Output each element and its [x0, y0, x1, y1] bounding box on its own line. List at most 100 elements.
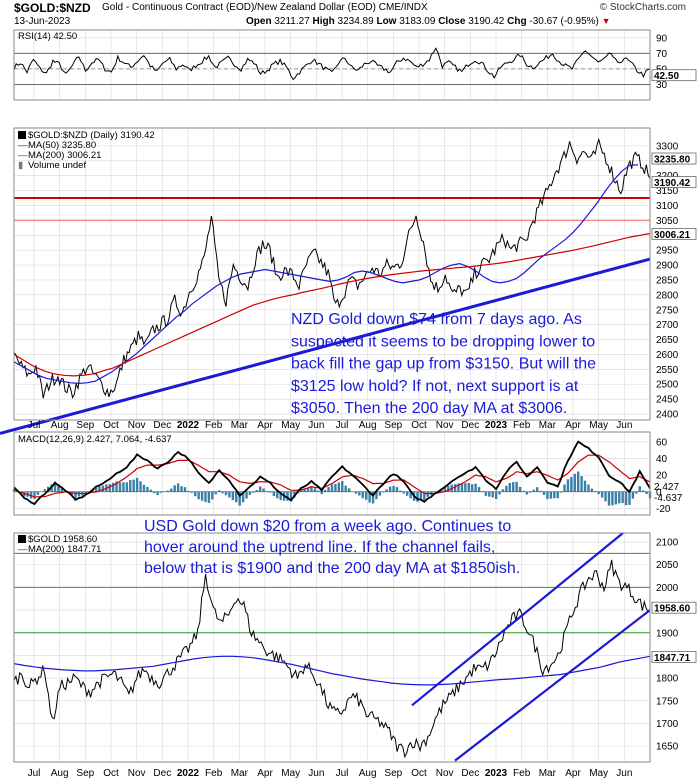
- usd_gold-y-tick-label: 2000: [656, 583, 679, 594]
- x-axis-label: Aug: [51, 768, 69, 779]
- x-axis-label: Jul: [28, 420, 41, 431]
- x-axis-label: May: [589, 768, 608, 779]
- x-axis-label: Sep: [384, 420, 402, 431]
- open-value: 3211.27: [274, 16, 310, 27]
- x-axis-label: Feb: [205, 420, 223, 431]
- x-axis-label: Aug: [359, 768, 377, 779]
- x-axis-label: Feb: [513, 420, 531, 431]
- nzd_gold-y-tick-label: 2550: [656, 365, 679, 376]
- nzd-close-last-value: 3190.42: [654, 178, 691, 189]
- chart-date: 13-Jun-2023: [14, 16, 71, 27]
- ohlc-summary: Open 3211.27 High 3234.89 Low 3183.09 Cl…: [246, 16, 611, 27]
- x-axis-label: Jul: [336, 420, 349, 431]
- usd-ma200-legend-swatch: —: [18, 544, 28, 555]
- macd-legend: MACD(12,26,9) 2.427, 7.064, -4.637: [18, 434, 172, 445]
- x-axis-label: Sep: [384, 768, 402, 779]
- usd-annotation-line: hover around the uptrend line. If the ch…: [144, 539, 495, 556]
- x-axis-label: 2022: [177, 768, 200, 779]
- price-legend-swatch: [18, 131, 26, 139]
- rsi-last-value-box: [651, 69, 697, 82]
- usd_gold-panel-frame: [13, 532, 651, 763]
- x-axis-label: Mar: [539, 420, 557, 431]
- usd-ma200-last-value-box: [651, 651, 697, 663]
- nzd_gold-y-tick-label: 3300: [656, 141, 679, 152]
- macd-y-tick-label: 40: [656, 454, 668, 465]
- volume-legend-icon: ▮: [18, 160, 23, 171]
- x-axis-label: Jun: [616, 768, 632, 779]
- chart-header: $GOLD:$NZD Gold - Continuous Contract (E…: [0, 0, 700, 32]
- x-axis-label: 2023: [485, 768, 508, 779]
- x-axis-label: Oct: [411, 420, 427, 431]
- macd-y-tick-label: 0: [656, 487, 662, 498]
- macd-panel-frame: [13, 431, 651, 516]
- nzd_gold-y-tick-label: 2400: [656, 410, 679, 421]
- x-axis-label: Oct: [103, 768, 119, 779]
- x-axis-label: Jun: [308, 420, 324, 431]
- x-axis-label: Nov: [436, 768, 454, 779]
- x-axis-label: Apr: [257, 768, 273, 779]
- x-axis-label: Jul: [28, 768, 41, 779]
- brand-link[interactable]: © StockCharts.com: [599, 2, 686, 13]
- x-axis-label: Apr: [257, 420, 273, 431]
- usd_gold-y-tick-label: 2100: [656, 538, 679, 549]
- nzd_gold-y-tick-label: 2750: [656, 305, 679, 316]
- usd-ma200-line: [13, 655, 651, 686]
- x-axis-label: Oct: [411, 768, 427, 779]
- nzd-annotation-line: NZD Gold down $74 from 7 days ago. As: [291, 311, 582, 328]
- volume-legend: Volume undef: [28, 160, 86, 171]
- x-axis-label: Apr: [565, 768, 581, 779]
- nzd_gold-y-tick-label: 2900: [656, 261, 679, 272]
- rsi-legend: RSI(14) 42.50: [18, 31, 77, 42]
- x-axis-label: 2023: [485, 420, 508, 431]
- macd-line: [13, 440, 651, 506]
- x-axis-label: Jun: [616, 420, 632, 431]
- rsi-line: [13, 47, 651, 81]
- usd-legend-swatch: [18, 535, 26, 543]
- macd-hist-last-value: -4.637: [654, 493, 683, 504]
- usd-close-last-value-box: [651, 601, 697, 614]
- instrument-name: Gold - Continuous Contract (EOD)/New Zea…: [102, 2, 428, 13]
- macd-y-tick-label: 60: [656, 437, 668, 448]
- nzd_gold-y-tick-label: 2500: [656, 380, 679, 391]
- usd-ma200-last-value: 1847.71: [654, 653, 691, 664]
- x-axis-label: Dec: [461, 420, 479, 431]
- ma200-legend: MA(200) 3006.21: [28, 150, 101, 161]
- nzd-annotation-line: suspected it seems to be dropping lower …: [291, 333, 595, 350]
- low-value: 3183.09: [399, 16, 436, 27]
- open-label: Open: [246, 16, 272, 27]
- ma50-legend: MA(50) 3235.80: [28, 140, 96, 151]
- rsi-y-tick-label: 30: [656, 80, 668, 91]
- usd-legend-title: $GOLD 1958.60: [28, 534, 97, 545]
- nzd_gold-y-tick-label: 2700: [656, 320, 679, 331]
- x-axis-label: Apr: [565, 420, 581, 431]
- high-value: 3234.89: [337, 16, 374, 27]
- nzd-legend-title: $GOLD:$NZD (Daily) 3190.42: [28, 130, 155, 141]
- nzd_gold-y-tick-label: 2450: [656, 395, 679, 406]
- close-value: 3190.42: [468, 16, 505, 27]
- usd-ma200-legend: MA(200) 1847.71: [28, 544, 101, 555]
- x-axis-label: Dec: [461, 768, 479, 779]
- macd-signal-line: [13, 454, 651, 498]
- rsi-panel-frame: [13, 29, 651, 101]
- usd-close-last-value: 1958.60: [654, 604, 691, 615]
- nzd_gold-panel-frame: [13, 127, 651, 421]
- x-axis-label: Feb: [513, 768, 531, 779]
- x-axis-label: Nov: [128, 420, 146, 431]
- x-axis-label: Nov: [128, 768, 146, 779]
- usd-price-line: [13, 559, 651, 759]
- nzd_gold-y-tick-label: 2600: [656, 350, 679, 361]
- nzd-annotation-line: $3125 low hold? If not, next support is …: [291, 378, 579, 395]
- macd-y-tick-label: -20: [656, 504, 671, 515]
- close-label: Close: [438, 16, 466, 27]
- x-axis-label: Mar: [231, 420, 249, 431]
- chg-value: -30.67 (-0.95%): [529, 16, 599, 27]
- usd_gold-y-tick-label: 1900: [656, 628, 679, 639]
- macd-last-value: 2.427: [654, 482, 679, 493]
- nzd_gold-y-tick-label: 2950: [656, 246, 679, 257]
- x-axis-label: Sep: [76, 420, 94, 431]
- x-axis-label: Aug: [51, 420, 69, 431]
- x-axis-label: 2022: [177, 420, 200, 431]
- nzd-annotation-line: back fill the gap up from $3150. But wil…: [291, 356, 596, 373]
- nzd-close-last-value-box: [651, 176, 697, 188]
